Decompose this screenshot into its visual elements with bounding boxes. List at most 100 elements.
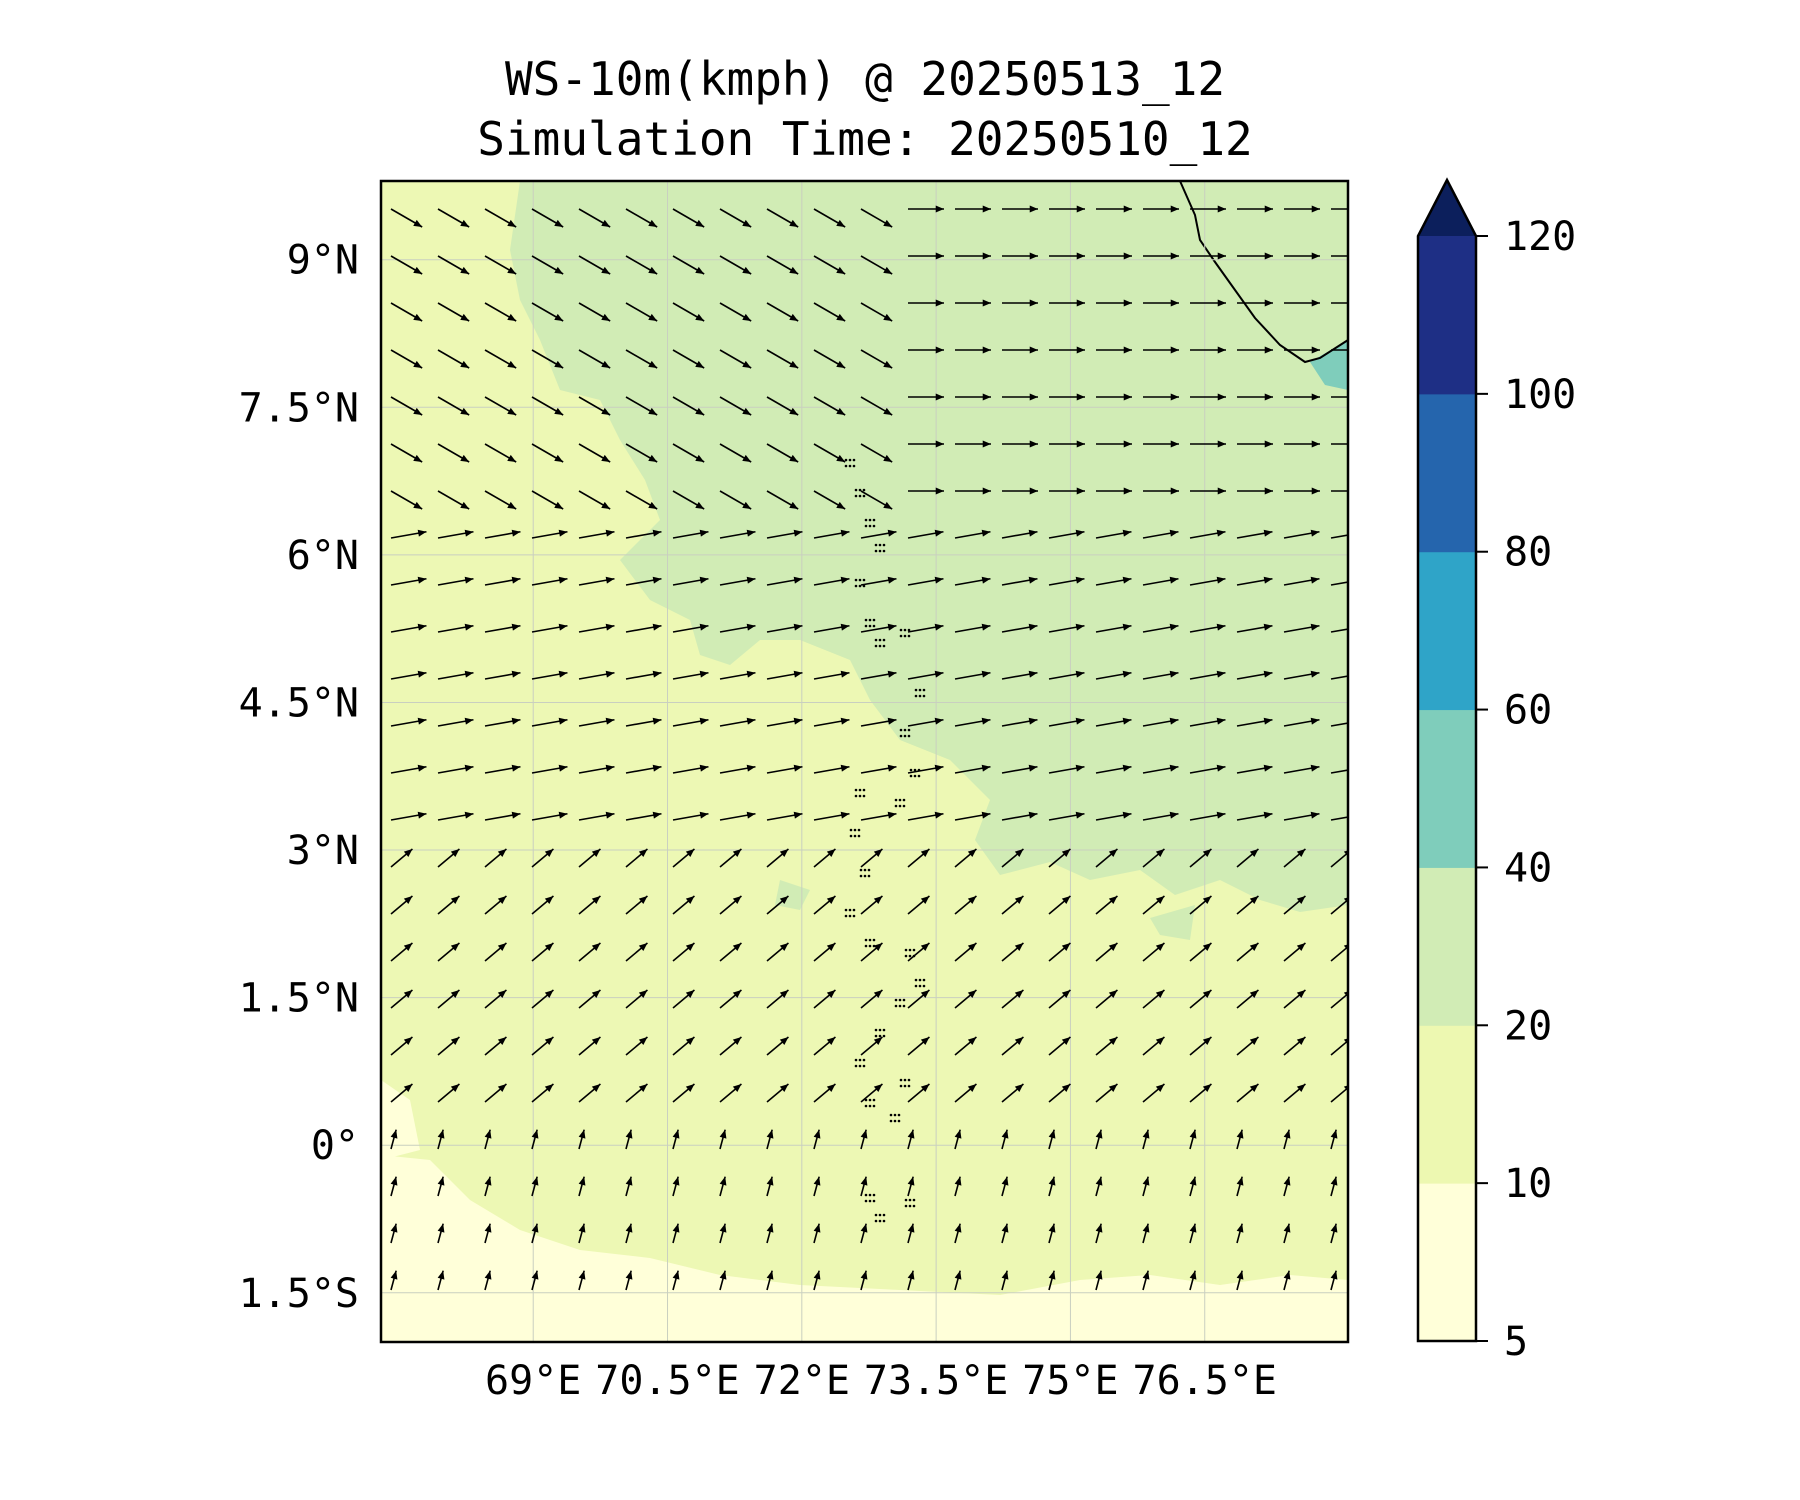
wind-vector-head: [887, 623, 897, 631]
atoll-dot: [858, 494, 862, 498]
atoll-dot: [868, 944, 872, 948]
atoll-dot: [853, 828, 857, 832]
wind-vector-head: [746, 529, 756, 537]
wind-vector-head: [507, 407, 517, 415]
wind-vector-head: [511, 811, 521, 819]
wind-vector-head: [1311, 487, 1320, 495]
atoll-dot: [893, 1113, 897, 1117]
wind-vector-head: [507, 219, 517, 227]
wind-vector-head: [1142, 1129, 1150, 1139]
wind-vector-head: [1075, 811, 1085, 819]
wind-vector-head: [652, 529, 662, 537]
atoll-dot: [913, 768, 917, 772]
wind-vector-head: [742, 360, 752, 368]
wind-vector-head: [766, 1129, 774, 1139]
wind-vector-head: [813, 1176, 821, 1186]
wind-vector-head: [578, 1270, 586, 1280]
wind-vector-head: [413, 407, 423, 415]
atoll-dot: [872, 1199, 876, 1203]
wind-vector-head: [1310, 717, 1320, 725]
wind-vector-head: [883, 219, 893, 227]
wind-vector-head: [638, 990, 648, 999]
wind-vector-head: [497, 943, 507, 952]
wind-vector-head: [779, 990, 789, 999]
wind-vector-head: [403, 1084, 413, 1093]
wind-vector-head: [1169, 670, 1179, 678]
wind-vector-head: [1095, 1223, 1103, 1233]
wind-vector-head: [1028, 529, 1038, 537]
wind-vector-head: [920, 896, 930, 905]
wind-vector-head: [793, 623, 803, 631]
wind-vector-head: [531, 1176, 539, 1186]
wind-vector-head: [1296, 1084, 1306, 1093]
wind-vector-head: [746, 717, 756, 725]
wind-vector-head: [967, 896, 977, 905]
atoll-dot: [904, 1198, 908, 1202]
wind-vector-head: [1169, 811, 1179, 819]
wind-vector-head: [648, 219, 658, 227]
atoll-dot: [872, 1193, 876, 1197]
wind-vector-head: [1263, 623, 1273, 631]
wind-vector-head: [450, 849, 460, 858]
atoll-dot: [872, 524, 876, 528]
wind-vector-head: [1169, 576, 1179, 584]
wind-vector-head: [907, 1223, 915, 1233]
wind-vector-head: [732, 990, 742, 999]
wind-vector-head: [1249, 1084, 1259, 1093]
wind-vector-head: [746, 764, 756, 772]
atoll-dot: [907, 1084, 911, 1088]
wind-vector-head: [652, 670, 662, 678]
wind-vector-head: [497, 990, 507, 999]
wind-vector-head: [403, 990, 413, 999]
wind-vector-head: [460, 501, 470, 509]
atoll-dot: [889, 1119, 893, 1123]
wind-vector-head: [544, 849, 554, 858]
wind-vector-head: [695, 501, 705, 509]
colorbar-segment: [1418, 709, 1476, 868]
wind-vector-head: [1296, 990, 1306, 999]
wind-vector-head: [578, 1223, 586, 1233]
atoll-dot: [862, 578, 866, 582]
speed-region-20-40-blob: [1150, 905, 1195, 940]
wind-vector-head: [1358, 671, 1367, 678]
wind-vector-head: [695, 219, 705, 227]
wind-vector-head: [873, 1037, 883, 1046]
atoll-dot: [872, 618, 876, 622]
atoll-dot: [854, 794, 858, 798]
wind-vector-head: [1216, 623, 1226, 631]
wind-vector-head: [1217, 205, 1226, 213]
atoll-dot: [907, 634, 911, 638]
wind-vector-head: [511, 764, 521, 772]
atoll-dot: [889, 1113, 893, 1117]
wind-vector-head: [789, 360, 799, 368]
atoll-dot: [868, 518, 872, 522]
wind-vector-head: [982, 440, 991, 448]
wind-vector-head: [1263, 670, 1273, 678]
wind-vector-head: [766, 1270, 774, 1280]
wind-vector: [1330, 675, 1348, 680]
wind-vector-head: [648, 454, 658, 462]
wind-vector-head: [1123, 487, 1132, 495]
wind-vector-head: [652, 811, 662, 819]
wind-vector-head: [1122, 529, 1132, 537]
wind-vector-head: [1123, 205, 1132, 213]
atoll-dot: [882, 1034, 886, 1038]
wind-vector-head: [836, 266, 846, 274]
wind-vector-head: [1202, 943, 1212, 952]
wind-vector-head: [719, 1223, 727, 1233]
colorbar-tick-label: 120: [1504, 214, 1576, 260]
wind-vector-head: [887, 576, 897, 584]
wind-vector-head: [484, 1270, 492, 1280]
wind-vector-head: [601, 313, 611, 321]
wind-vector-head: [1108, 849, 1118, 858]
wind-vector-head: [390, 1176, 398, 1186]
wind-vector-head: [1048, 1176, 1056, 1186]
wind-vector-head: [1330, 1176, 1338, 1186]
atoll-dot: [868, 938, 872, 942]
wind-vector-head: [873, 1084, 883, 1093]
wind-vector-head: [558, 529, 568, 537]
wind-vector-head: [1202, 990, 1212, 999]
wind-vector-head: [982, 393, 991, 401]
wind-vector-head: [437, 1129, 445, 1139]
atoll-dot: [872, 624, 876, 628]
